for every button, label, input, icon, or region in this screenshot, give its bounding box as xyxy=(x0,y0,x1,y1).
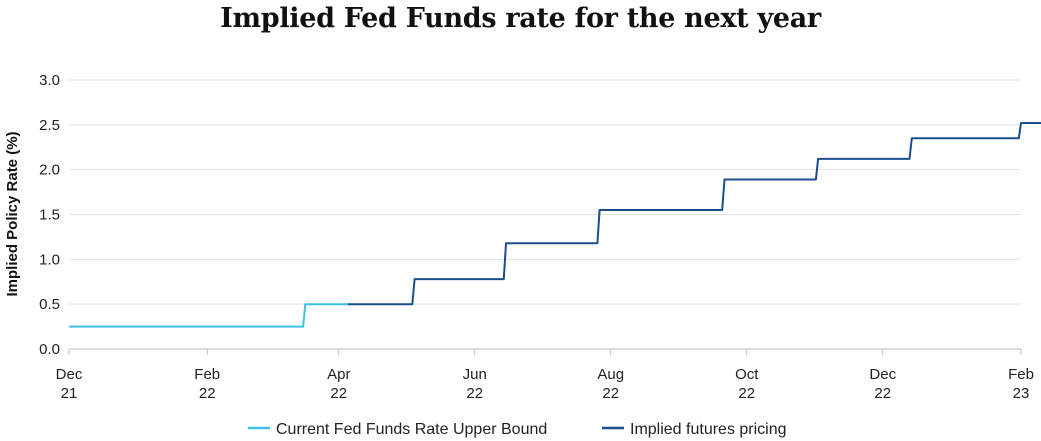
y-tick-label: 0.0 xyxy=(39,341,60,358)
x-tick-label: Feb 23 xyxy=(1008,366,1034,402)
y-axis-ticks: 0.0 0.5 1.0 1.5 2.0 2.5 3.0 xyxy=(39,72,60,358)
x-tick-label: Dec 21 xyxy=(56,366,83,402)
legend-label-0: Current Fed Funds Rate Upper Bound xyxy=(276,421,547,438)
y-axis-label: Implied Policy Rate (%) xyxy=(4,131,21,296)
legend-label-1: Implied futures pricing xyxy=(630,421,787,438)
series-line-1 xyxy=(347,122,1041,306)
chart-title: Implied Fed Funds rate for the next year xyxy=(220,3,821,34)
legend: Current Fed Funds Rate Upper Bound Implie… xyxy=(248,421,787,438)
series-line-0 xyxy=(69,303,348,328)
y-tick-label: 1.5 xyxy=(39,207,60,224)
x-tick-label: Dec 22 xyxy=(869,366,896,402)
y-tick-label: 1.0 xyxy=(39,251,60,268)
y-tick-label: 2.0 xyxy=(39,162,60,179)
y-tick-label: 0.5 xyxy=(39,296,60,313)
y-tick-label: 3.0 xyxy=(39,72,60,89)
x-axis: Dec 21 Feb 22 Apr 22 Jun 22 Aug 22 Oct 22 Dec 22 Feb 23 xyxy=(56,349,1034,402)
x-tick-label: Apr 22 xyxy=(327,366,350,402)
x-tick-label: Oct 22 xyxy=(735,366,759,402)
series-lines xyxy=(69,122,1041,328)
x-tick-label: Aug 22 xyxy=(597,366,624,402)
x-tick-label: Feb 22 xyxy=(194,366,220,402)
x-tick-label: Jun 22 xyxy=(463,366,487,402)
y-tick-label: 2.5 xyxy=(39,117,60,134)
grid-lines xyxy=(69,79,1021,350)
